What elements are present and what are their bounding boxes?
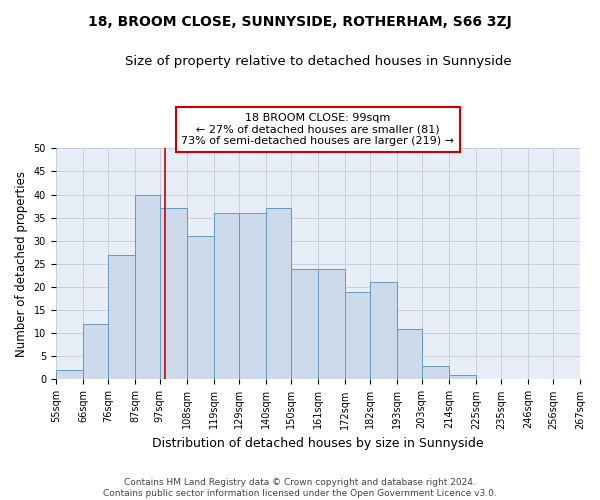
Bar	[83, 324, 108, 380]
Bar	[422, 366, 449, 380]
Text: 18, BROOM CLOSE, SUNNYSIDE, ROTHERHAM, S66 3ZJ: 18, BROOM CLOSE, SUNNYSIDE, ROTHERHAM, S…	[88, 15, 512, 29]
Bar	[266, 208, 290, 380]
Bar	[135, 194, 160, 380]
Bar	[56, 370, 83, 380]
Bar	[239, 213, 266, 380]
Bar	[580, 375, 600, 380]
Bar	[108, 254, 135, 380]
Text: 18 BROOM CLOSE: 99sqm
← 27% of detached houses are smaller (81)
73% of semi-deta: 18 BROOM CLOSE: 99sqm ← 27% of detached …	[181, 113, 454, 146]
Bar	[397, 328, 422, 380]
Bar	[160, 208, 187, 380]
Bar	[370, 282, 397, 380]
Y-axis label: Number of detached properties: Number of detached properties	[15, 171, 28, 357]
Bar	[449, 375, 476, 380]
Bar	[214, 213, 239, 380]
X-axis label: Distribution of detached houses by size in Sunnyside: Distribution of detached houses by size …	[152, 437, 484, 450]
Title: Size of property relative to detached houses in Sunnyside: Size of property relative to detached ho…	[125, 55, 511, 68]
Bar	[345, 292, 370, 380]
Bar	[187, 236, 214, 380]
Text: Contains HM Land Registry data © Crown copyright and database right 2024.
Contai: Contains HM Land Registry data © Crown c…	[103, 478, 497, 498]
Bar	[318, 268, 345, 380]
Bar	[290, 268, 318, 380]
